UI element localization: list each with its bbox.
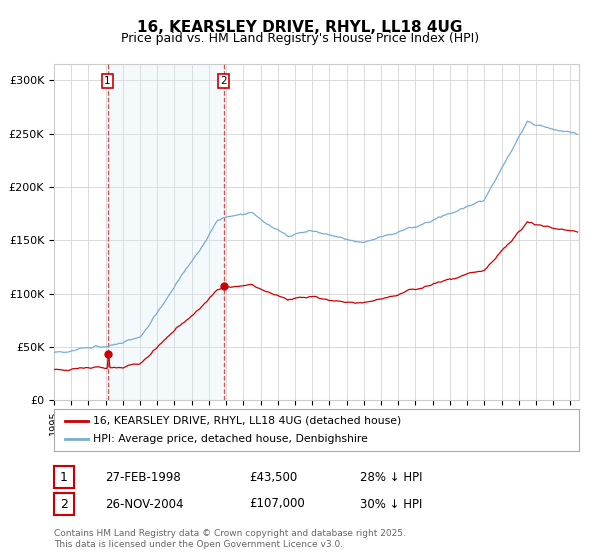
Text: 2: 2 [60, 497, 68, 511]
Text: £43,500: £43,500 [249, 470, 297, 484]
Text: HPI: Average price, detached house, Denbighshire: HPI: Average price, detached house, Denb… [94, 434, 368, 444]
Text: Contains HM Land Registry data © Crown copyright and database right 2025.
This d: Contains HM Land Registry data © Crown c… [54, 529, 406, 549]
Bar [108, 64, 224, 400]
Text: £107,000: £107,000 [249, 497, 305, 511]
Text: 26-NOV-2004: 26-NOV-2004 [105, 497, 184, 511]
Text: 16, KEARSLEY DRIVE, RHYL, LL18 4UG (detached house): 16, KEARSLEY DRIVE, RHYL, LL18 4UG (deta… [94, 416, 401, 426]
Text: 16, KEARSLEY DRIVE, RHYL, LL18 4UG: 16, KEARSLEY DRIVE, RHYL, LL18 4UG [137, 20, 463, 35]
Text: 1: 1 [104, 76, 110, 86]
Text: Price paid vs. HM Land Registry's House Price Index (HPI): Price paid vs. HM Land Registry's House … [121, 32, 479, 45]
Text: 27-FEB-1998: 27-FEB-1998 [105, 470, 181, 484]
Text: 2: 2 [220, 76, 227, 86]
Text: 1: 1 [60, 470, 68, 484]
Text: 28% ↓ HPI: 28% ↓ HPI [360, 470, 422, 484]
Text: 30% ↓ HPI: 30% ↓ HPI [360, 497, 422, 511]
